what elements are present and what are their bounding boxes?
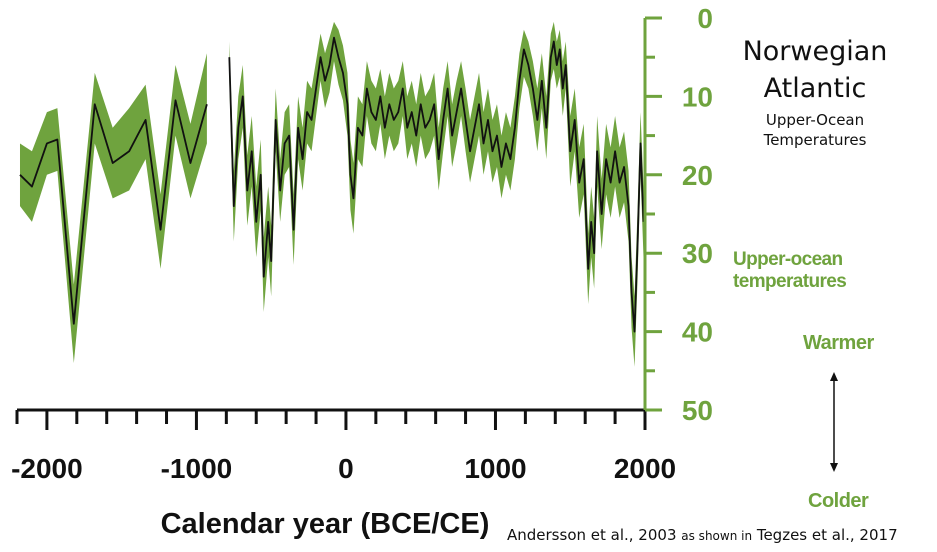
x-tick-label-1000: 1000 [464,453,526,484]
warmer-label: Warmer [803,332,874,354]
warmer-colder-arrow [830,372,838,472]
x-tick-label--1000: -1000 [161,453,233,484]
x-axis: -2000 -1000 0 1000 2000 [11,408,676,484]
y-tick-label-0: 0 [697,3,713,34]
series-line-2 [228,36,645,333]
confidence-band-2 [229,21,644,367]
x-tick-label-2000: 2000 [614,453,676,484]
x-tick-label--2000: -2000 [11,453,83,484]
source-connector: as shown in [681,529,753,543]
title-line1: Norwegian [742,36,888,67]
y-tick-label-50: 50 [682,395,713,426]
series-name-label: Upper-ocean temperatures [733,249,847,292]
title-line3: Upper-Ocean [765,111,865,129]
y-tick-label-20: 20 [682,160,713,191]
source-citation: Andersson et al., 2003 as shown in Tegze… [507,526,898,544]
confidence-band-1 [19,53,207,363]
series-lines [19,36,645,333]
y-tick-label-30: 30 [682,238,713,269]
x-tick-label-0: 0 [338,453,354,484]
title-line2: Atlantic [763,73,867,104]
series-line-1 [19,99,208,325]
colder-label: Colder [808,490,869,512]
source-publication: Tegzes et al., 2017 [756,526,898,544]
x-axis-label: Calendar year (BCE/CE) [161,508,490,540]
confidence-bands [19,21,644,367]
y-tick-label-10: 10 [682,81,713,112]
y-tick-label-40: 40 [682,317,713,348]
y-axis-right: 0 10 20 30 40 50 [643,3,713,426]
source-author: Andersson et al., 2003 [507,526,677,544]
title-line4: Temperatures [763,131,867,149]
